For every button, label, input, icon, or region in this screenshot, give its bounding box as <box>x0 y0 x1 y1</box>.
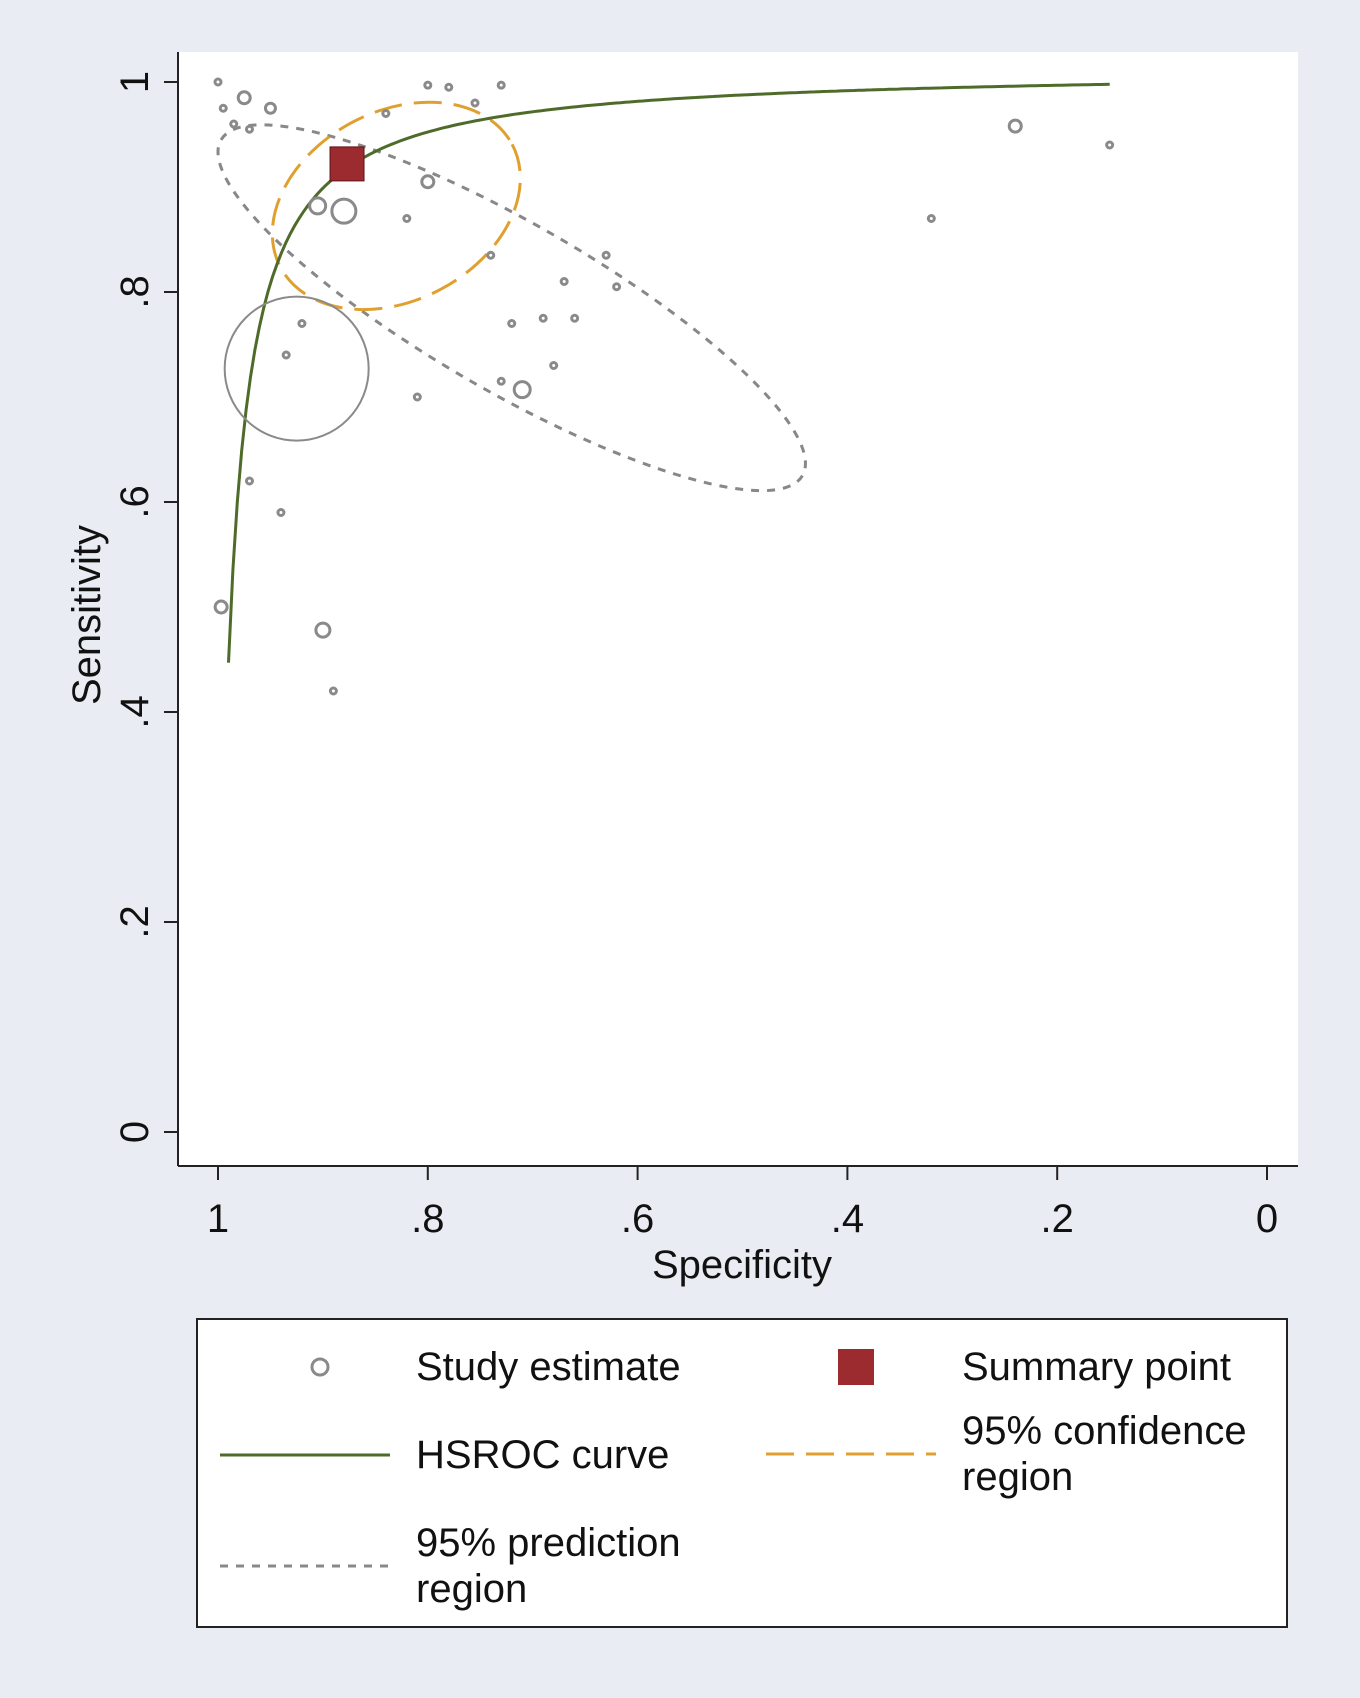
study-estimate-point <box>559 277 569 286</box>
study-estimate-point <box>328 686 338 696</box>
hsroc-group <box>227 82 1110 663</box>
plot-area <box>178 52 1298 1166</box>
study-estimate-point <box>229 119 239 129</box>
x-tick-label: .6 <box>621 1197 654 1241</box>
legend-label: 95% prediction region <box>416 1521 681 1611</box>
y-tick-label: 0 <box>113 1121 157 1143</box>
hsroc-curve-key-icon <box>220 1453 390 1457</box>
study-estimate-point <box>402 214 412 223</box>
axes: 1 .8 .6 .4 .2 0 0 .2 .4 .6 .8 1 <box>113 52 1298 1241</box>
study-estimate-point <box>1007 118 1023 134</box>
legend-item-hsroc-curve: HSROC curve <box>220 1430 726 1480</box>
summary-group <box>329 146 365 182</box>
study-estimate-point <box>507 319 517 328</box>
y-tick-label: .4 <box>113 695 157 728</box>
legend: Study estimate Summary point HSROC curve… <box>196 1318 1288 1628</box>
study-estimate-point <box>496 376 506 386</box>
study-estimate-point <box>612 282 622 292</box>
study-estimates-group <box>213 77 1115 696</box>
y-axis-title: Sensitivity <box>65 525 109 705</box>
summary-point-marker <box>329 146 365 182</box>
confidence-region-key-icon <box>766 1452 936 1456</box>
study-estimate-point <box>213 77 223 87</box>
study-estimate-point <box>420 174 436 190</box>
study-estimate-point <box>381 109 391 118</box>
y-tick-label: .6 <box>113 485 157 518</box>
legend-item-summary-point: Summary point <box>766 1342 1272 1392</box>
x-tick-label: .4 <box>831 1197 864 1241</box>
study-estimate-point <box>926 214 936 223</box>
study-estimate-point <box>244 124 254 134</box>
study-estimate-point <box>308 196 328 216</box>
study-estimate-point <box>1105 140 1115 150</box>
study-estimate-point <box>276 508 286 517</box>
prediction-region-key-icon <box>220 1564 390 1568</box>
x-axis-title: Specificity <box>652 1243 832 1287</box>
legend-label: Summary point <box>962 1345 1231 1389</box>
study-estimate-point <box>470 98 480 108</box>
y-tick-label: 1 <box>113 71 157 93</box>
x-tick-label: .8 <box>411 1197 444 1241</box>
confidence-region-ellipse <box>270 100 522 312</box>
study-estimate-point <box>330 197 358 225</box>
hsroc-curve-line <box>227 82 1110 663</box>
legend-label: HSROC curve <box>416 1433 670 1477</box>
study-estimate-point <box>213 599 229 615</box>
x-tick-label: 0 <box>1256 1197 1278 1241</box>
study-estimate-point <box>223 295 370 442</box>
study-estimate-point <box>549 361 559 370</box>
study-estimate-point <box>412 392 422 402</box>
y-tick-label: .8 <box>113 275 157 308</box>
study-estimate-point <box>314 621 332 639</box>
study-estimate-key-icon <box>310 1357 330 1377</box>
prediction-region-ellipse <box>216 123 807 493</box>
study-estimate-point <box>218 103 228 113</box>
prediction-region-group <box>216 123 807 493</box>
study-estimate-point <box>236 90 252 106</box>
study-estimate-point <box>281 350 291 360</box>
study-estimate-point <box>496 80 506 90</box>
legend-label: 95% confidence region <box>962 1409 1247 1499</box>
study-estimate-point <box>570 313 580 323</box>
study-estimate-point <box>444 82 454 92</box>
study-estimate-point <box>538 313 548 323</box>
study-estimate-point <box>244 476 254 486</box>
summary-point-key-icon <box>838 1349 874 1385</box>
study-estimate-point <box>512 380 532 400</box>
y-tick-label: .2 <box>113 905 157 938</box>
study-estimate-point <box>486 250 496 260</box>
legend-item-confidence-region: 95% confidence region <box>766 1408 1272 1500</box>
confidence-region-group <box>270 100 522 312</box>
x-tick-label: 1 <box>207 1197 229 1241</box>
study-estimate-point <box>423 80 433 90</box>
study-estimate-point <box>297 319 307 328</box>
study-estimate-point <box>263 101 277 115</box>
study-estimate-point <box>601 250 611 260</box>
legend-label: Study estimate <box>416 1345 681 1389</box>
legend-item-study-estimate: Study estimate <box>220 1342 726 1392</box>
x-tick-label: .2 <box>1041 1197 1074 1241</box>
legend-item-prediction-region: 95% prediction region <box>220 1520 726 1612</box>
